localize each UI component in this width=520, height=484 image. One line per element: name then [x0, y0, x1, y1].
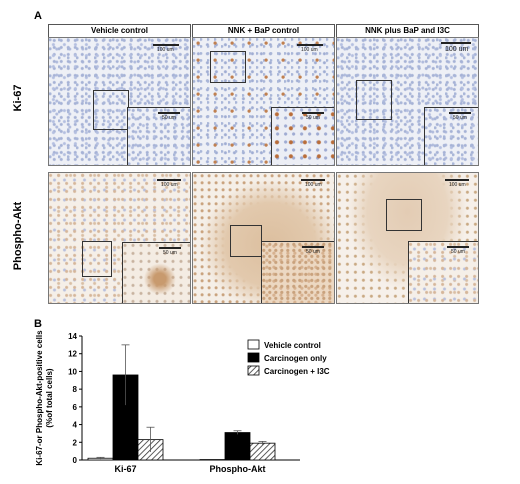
scale-bar	[153, 44, 179, 46]
y-axis-label-line1: Ki-67-or Phospho-Akt-positive cells	[35, 330, 44, 466]
bar	[224, 432, 251, 461]
scale-bar	[297, 44, 323, 46]
legend-swatch	[247, 365, 260, 376]
micrograph-ki67-vehicle: 100 um 50 um	[48, 37, 191, 166]
scale-label: 100 um	[445, 46, 469, 53]
inset-akt-i3c: 50 um	[408, 241, 478, 303]
legend-swatch	[247, 339, 260, 350]
scale-label: 100 um	[305, 182, 322, 188]
inset-scale-label: 50 um	[453, 115, 467, 121]
inset-ki67-vehicle: 50 um	[127, 107, 190, 165]
legend-swatch	[247, 352, 260, 363]
bar	[249, 442, 276, 461]
zoom-region-box	[82, 241, 112, 277]
scale-bar	[301, 179, 325, 181]
scale-bar	[157, 179, 181, 181]
y-tick-label: 14	[68, 332, 77, 341]
inset-akt-vehicle: 50 um	[122, 242, 190, 303]
micrograph-ki67-nnk-bap: 100 um 50 um	[192, 37, 335, 166]
scale-label: 100 um	[449, 182, 466, 188]
inset-scale-bar	[159, 247, 181, 249]
y-tick-label: 8	[73, 385, 78, 394]
inset-scale-bar	[158, 112, 180, 114]
inset-scale-label: 50 um	[163, 250, 177, 256]
micrograph-akt-nnk-bap: 100 um 50 um	[192, 172, 335, 304]
x-category-label: Ki-67	[114, 464, 136, 474]
inset-scale-label: 50 um	[306, 249, 320, 255]
inset-ki67-nnk-bap: 50 um	[271, 107, 334, 165]
zoom-region-box	[356, 80, 392, 120]
y-tick-label: 0	[73, 456, 78, 465]
y-tick-label: 6	[73, 403, 78, 412]
legend-label: Vehicle control	[264, 341, 321, 350]
scale-label: 100 um	[301, 47, 318, 53]
micrograph-akt-i3c: 100 um 50 um	[336, 172, 479, 304]
inset-scale-label: 50 um	[451, 249, 465, 255]
y-axis-label-line2: (%of total cells)	[45, 368, 54, 427]
legend-label: Carcinogen + I3C	[264, 367, 330, 376]
inset-scale-bar	[302, 246, 324, 248]
scale-label: 100 um	[161, 182, 178, 188]
x-category-label: Phospho-Akt	[210, 464, 266, 474]
y-tick-label: 2	[73, 438, 78, 447]
inset-scale-bar	[449, 112, 471, 114]
inset-scale-label: 50 um	[162, 115, 176, 121]
y-tick-label: 4	[73, 421, 78, 430]
inset-scale-bar	[302, 112, 324, 114]
scale-bar	[445, 179, 469, 181]
bar	[199, 459, 226, 461]
scale-label: 100 um	[157, 47, 174, 53]
micrograph-ki67-i3c: 100 um 50 um	[336, 37, 479, 166]
y-tick-label: 10	[68, 367, 77, 376]
inset-ki67-i3c: 50 um	[424, 107, 478, 165]
legend-label: Carcinogen only	[264, 354, 327, 363]
scale-bar	[441, 42, 471, 44]
panel-a-label: A	[34, 10, 42, 22]
y-tick-label: 12	[68, 350, 77, 359]
micrograph-akt-vehicle: 100 um 50 um	[48, 172, 191, 304]
zoom-region-box	[210, 51, 246, 83]
zoom-region-box	[386, 199, 422, 231]
inset-scale-bar	[447, 246, 469, 248]
inset-scale-label: 50 um	[306, 115, 320, 121]
inset-akt-nnk-bap: 50 um	[261, 241, 334, 303]
panel-b-label: B	[34, 318, 42, 330]
